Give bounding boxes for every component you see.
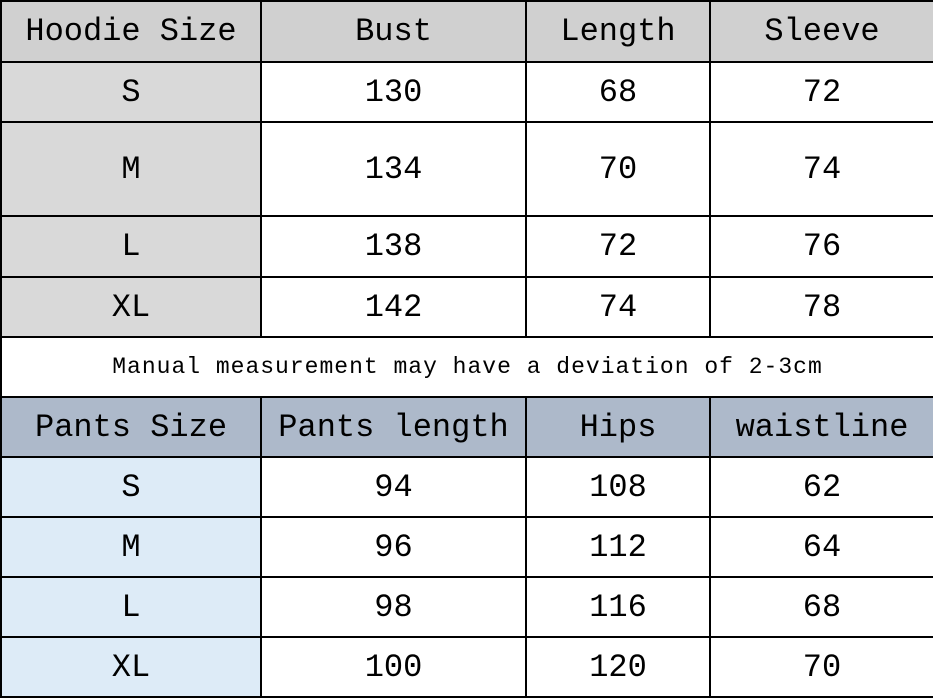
hoodie-table-row-cell: 68 [525,61,711,123]
hoodie-table-row-cell: 72 [525,215,711,278]
hoodie-table-row-cell: S [0,61,262,123]
pants-table-row: M 96 112 64 [0,516,933,578]
pants-table-row-cell: 62 [709,456,933,518]
hoodie-table-row-cell: 76 [709,215,933,278]
pants-table-row-cell: 108 [525,456,711,518]
hoodie-table-row-cell: 138 [260,215,527,278]
pants-header-row-cell: waistline [709,396,933,458]
hoodie-table-row-cell: 134 [260,121,527,217]
hoodie-table-row-cell: 74 [525,276,711,338]
pants-table-row-cell: 94 [260,456,527,518]
hoodie-table-row: S 130 68 72 [0,61,933,123]
pants-table-row-cell: 64 [709,516,933,578]
pants-table-row: L 98 116 68 [0,576,933,638]
hoodie-table-row: M 134 70 74 [0,121,933,217]
pants-table-row-cell: 112 [525,516,711,578]
hoodie-header-row-cell: Bust [260,0,527,63]
hoodie-table-row-cell: L [0,215,262,278]
hoodie-table-row-cell: 142 [260,276,527,338]
hoodie-header-row-cell: Sleeve [709,0,933,63]
pants-table-row-cell: 120 [525,636,711,698]
hoodie-header-row-cell: Hoodie Size [0,0,262,63]
pants-table-row-cell: 100 [260,636,527,698]
pants-table-row-cell: 68 [709,576,933,638]
hoodie-table-row-cell: 70 [525,121,711,217]
hoodie-table-row-cell: M [0,121,262,217]
pants-table-row-cell: S [0,456,262,518]
hoodie-table-row-cell: 74 [709,121,933,217]
pants-header-row: Pants Size Pants length Hips waistline [0,396,933,458]
hoodie-table-row: L 138 72 76 [0,215,933,278]
hoodie-table-row-cell: 72 [709,61,933,123]
pants-table-row: XL 100 120 70 [0,636,933,698]
pants-table-row-cell: 116 [525,576,711,638]
pants-table-row-cell: XL [0,636,262,698]
hoodie-header-row-cell: Length [525,0,711,63]
pants-table-row-cell: 70 [709,636,933,698]
hoodie-table-row: XL 142 74 78 [0,276,933,338]
hoodie-table-row-cell: 130 [260,61,527,123]
pants-table-row-cell: M [0,516,262,578]
hoodie-table-row-cell: XL [0,276,262,338]
hoodie-table-row-cell: 78 [709,276,933,338]
note-row: Manual measurement may have a deviation … [0,336,933,398]
pants-header-row-cell: Pants length [260,396,527,458]
pants-table-row-cell: L [0,576,262,638]
measurement-note: Manual measurement may have a deviation … [0,336,933,398]
pants-table-row-cell: 96 [260,516,527,578]
pants-table-row: S 94 108 62 [0,456,933,518]
pants-header-row-cell: Hips [525,396,711,458]
hoodie-header-row: Hoodie Size Bust Length Sleeve [0,0,933,63]
pants-header-row-cell: Pants Size [0,396,262,458]
pants-table-row-cell: 98 [260,576,527,638]
